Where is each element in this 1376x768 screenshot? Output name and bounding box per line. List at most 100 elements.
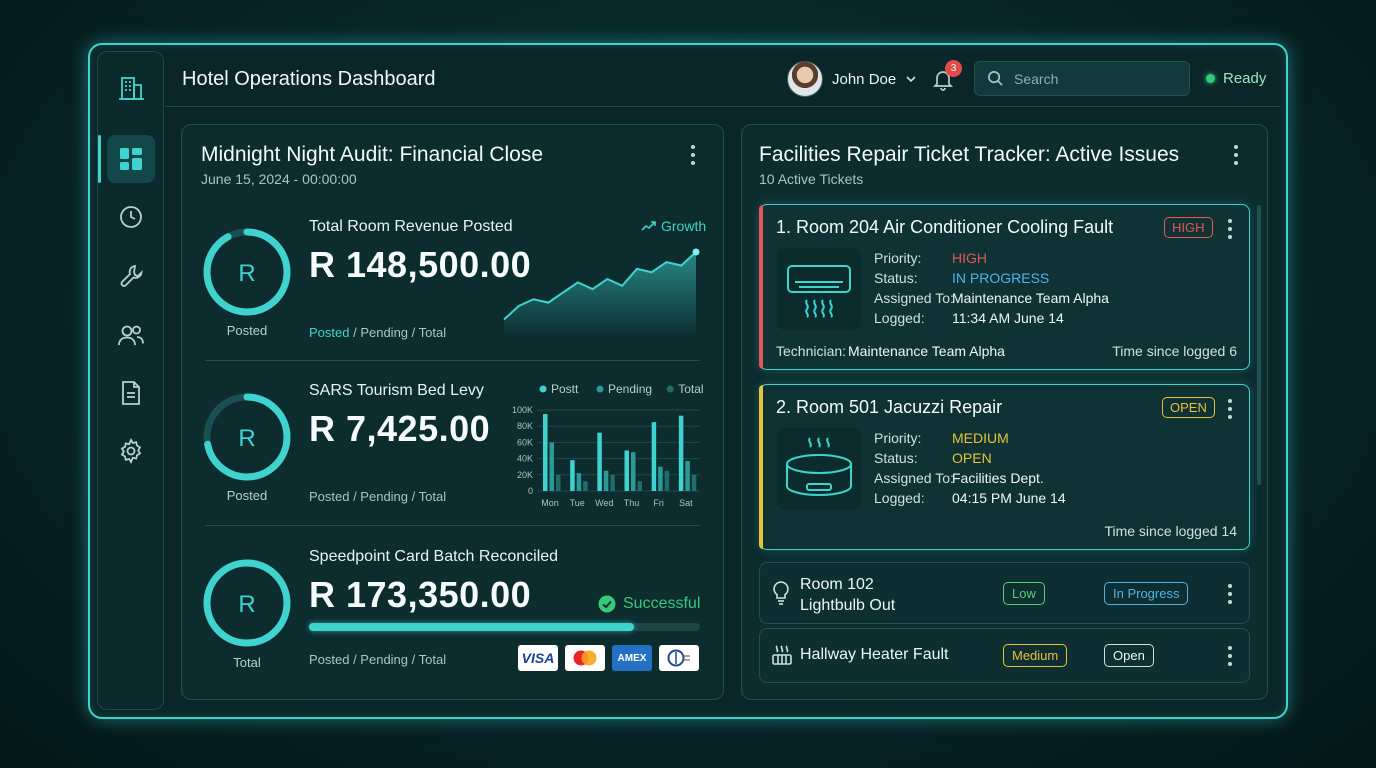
field-label: Logged: (874, 310, 925, 326)
sidebar-item-settings[interactable] (107, 427, 155, 475)
legend-swatch (596, 385, 604, 393)
technician-value: Maintenance Team Alpha (848, 343, 1005, 359)
legend-label: Postt (551, 382, 579, 396)
metric-value: R 173,350.00 (309, 574, 532, 615)
connection-status: Ready (1206, 70, 1266, 87)
night-audit-panel (181, 124, 724, 700)
bar (678, 415, 684, 491)
bar (549, 442, 554, 491)
metric-legend: Posted / Pending / Total (309, 325, 447, 340)
metric-value: R 148,500.00 (309, 244, 532, 285)
sidebar-item-staff[interactable] (107, 311, 155, 359)
metric-label: Total Room Revenue Posted (309, 218, 513, 235)
bar (651, 422, 657, 491)
bar (570, 460, 575, 491)
chevron-down-icon (906, 76, 916, 83)
building-icon[interactable] (107, 64, 155, 112)
audit-title: Midnight Night Audit: Financial Close (201, 143, 544, 166)
bar (624, 450, 629, 491)
status-pill: Open (1104, 644, 1154, 667)
list-item-title: Hallway Heater Fault (800, 646, 949, 663)
search-input[interactable] (1014, 70, 1164, 87)
y-tick-label: 60K (517, 437, 533, 447)
clock-icon (120, 206, 142, 228)
mastercard-icon (565, 645, 605, 671)
ring-letter: R (238, 425, 255, 452)
users-icon (118, 325, 144, 346)
batch-ring: R (203, 559, 291, 647)
reconcile-status: Successful (598, 595, 700, 613)
visa-logo: VISA (518, 645, 558, 671)
logged-value: 11:34 AM June 14 (952, 310, 1064, 326)
batch-progress-fill (309, 623, 634, 631)
metric-label: Speedpoint Card Batch Reconciled (309, 548, 559, 565)
priority-pill: Medium (1003, 644, 1068, 667)
status-text: Ready (1223, 70, 1267, 87)
status-pill: In Progress (1104, 582, 1189, 605)
ticket-icon-box (777, 248, 861, 330)
bar (610, 474, 615, 491)
ring-letter: R (238, 260, 255, 287)
ticket-icon-box (777, 428, 861, 510)
ticket-menu-button[interactable] (1227, 219, 1233, 239)
gear-icon (120, 438, 142, 464)
technician-label: Technician: (776, 343, 847, 359)
tracker-menu-button[interactable] (1233, 145, 1239, 165)
ring-letter: R (238, 591, 255, 618)
levy-ring: R (203, 393, 291, 481)
field-label: Status: (874, 450, 918, 466)
bar (556, 474, 561, 491)
y-tick-label: 0 (528, 486, 533, 496)
logged-value: 04:15 PM June 14 (952, 490, 1066, 506)
sidebar-item-reports[interactable] (107, 369, 155, 417)
y-tick-label: 20K (517, 470, 533, 480)
ticket-menu-button[interactable] (1227, 399, 1233, 419)
search-icon (988, 71, 1003, 86)
metric-label: SARS Tourism Bed Levy (309, 382, 484, 399)
wrench-icon (120, 264, 143, 287)
priority-value: MEDIUM (952, 430, 1009, 446)
jacuzzi-icon (786, 437, 852, 497)
field-label: Status: (874, 270, 918, 286)
sidebar-item-history[interactable] (107, 193, 155, 241)
divider (205, 360, 700, 361)
list-item[interactable] (759, 628, 1250, 683)
field-label: Priority: (874, 250, 922, 266)
sidebar (97, 51, 164, 710)
sidebar-item-dashboard[interactable] (107, 135, 155, 183)
legend-label: Total (678, 382, 703, 396)
scrollbar[interactable] (1257, 205, 1261, 485)
bar (576, 473, 582, 491)
lightbulb-icon (773, 581, 789, 605)
document-icon (122, 381, 140, 405)
metric-value: R 7,425.00 (309, 408, 491, 449)
divider (205, 525, 700, 526)
list-item-menu-button[interactable] (1227, 584, 1233, 604)
legend-swatch (666, 385, 674, 393)
revenue-ring: R (203, 228, 291, 316)
list-item-menu-button[interactable] (1227, 646, 1233, 666)
field-label: Assigned To: (874, 290, 954, 306)
user-name: John Doe (832, 70, 897, 88)
y-tick-label: 100K (512, 405, 533, 415)
bar (603, 470, 609, 491)
assigned-value: Maintenance Team Alpha (952, 290, 1109, 306)
bar (543, 414, 548, 491)
status-badge: OPEN (1162, 397, 1215, 418)
audit-date: June 15, 2024 - 00:00:00 (201, 171, 357, 187)
priority-edge (759, 385, 763, 549)
sidebar-item-maintenance[interactable] (107, 252, 155, 300)
status-value: IN PROGRESS (952, 270, 1050, 286)
search-box (974, 61, 1190, 96)
legend-label: Pending (608, 382, 652, 396)
list-item[interactable] (759, 562, 1250, 624)
y-tick-label: 80K (517, 421, 533, 431)
user-menu[interactable]: John Doe (787, 60, 917, 98)
area-endpoint (692, 248, 700, 256)
audit-menu-button[interactable] (690, 145, 696, 165)
ring-caption: Posted (226, 323, 268, 338)
priority-value: HIGH (952, 250, 987, 266)
avatar (787, 61, 823, 97)
growth-label: Growth (641, 218, 706, 234)
elapsed-time: Time since logged 6 (1112, 343, 1237, 359)
